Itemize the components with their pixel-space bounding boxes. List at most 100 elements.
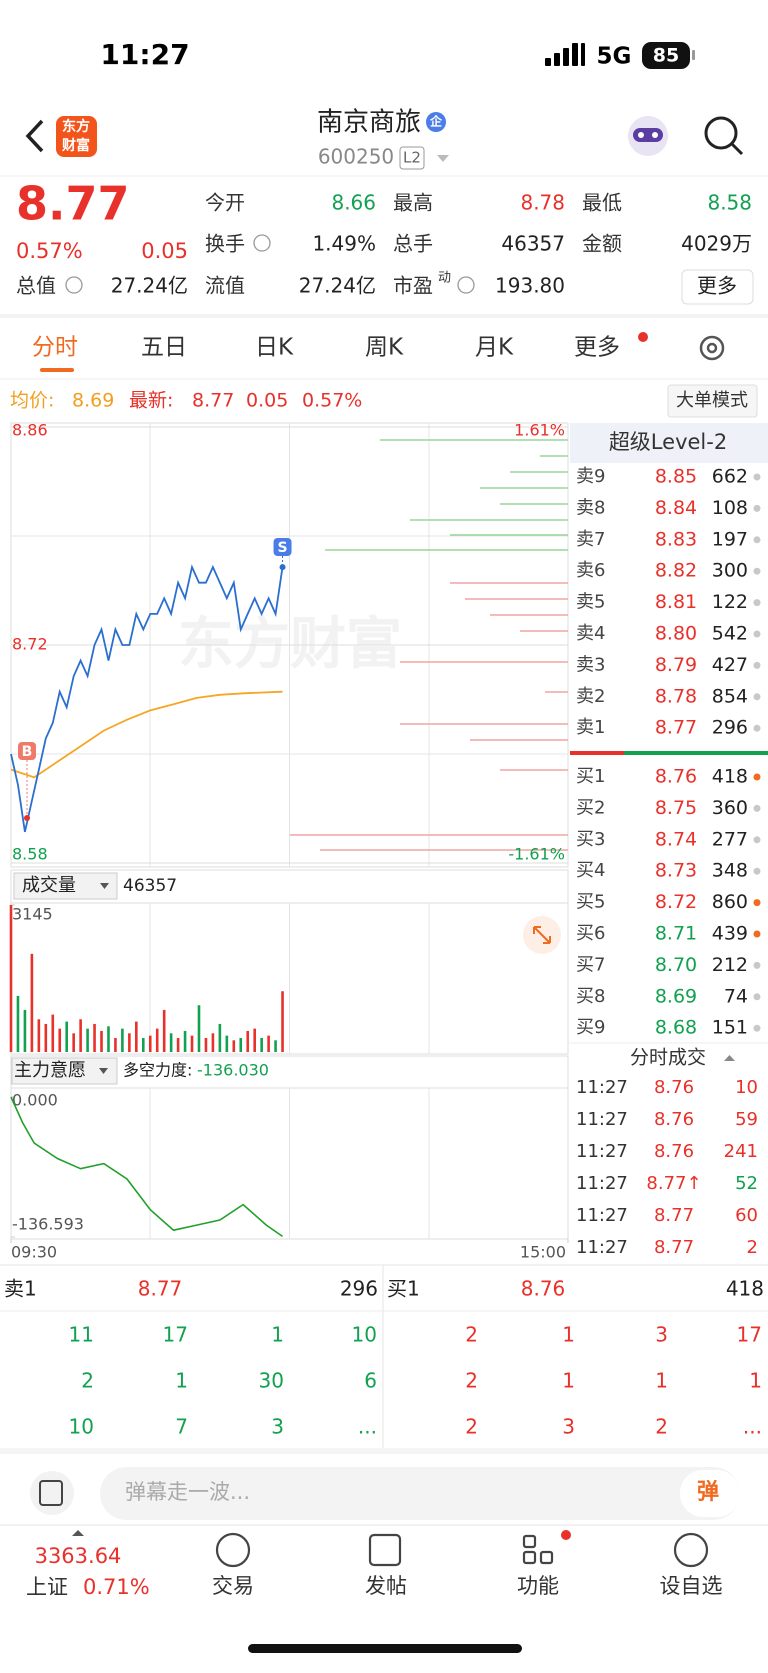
trade-time: 11:27 <box>576 1141 628 1162</box>
order-size: 3 <box>655 1323 668 1347</box>
book-volume: 542 <box>712 623 748 645</box>
indicator-label[interactable]: 主力意愿 <box>14 1060 86 1081</box>
book-volume: 300 <box>712 560 748 582</box>
index-name[interactable]: 上证 <box>26 1575 68 1599</box>
book-price: 8.73 <box>655 860 697 882</box>
dropdown-arrow <box>99 1068 108 1074</box>
book-dot <box>753 773 761 781</box>
book-dot <box>753 630 761 638</box>
settings-button[interactable] <box>699 335 725 361</box>
info-icon[interactable] <box>253 234 271 252</box>
tab[interactable]: 五日 <box>141 335 187 361</box>
book-price: 8.74 <box>655 828 697 850</box>
trade-volume: 60 <box>735 1205 758 1226</box>
tab[interactable]: 月K <box>475 335 514 361</box>
nav-item[interactable]: 交易 <box>212 1574 254 1598</box>
book-level: 买9 <box>576 1017 605 1038</box>
book-volume: 197 <box>712 528 748 550</box>
book-dot <box>753 993 761 1001</box>
book-dot <box>753 661 761 669</box>
book-volume: 348 <box>712 860 748 882</box>
trade-volume: 52 <box>735 1173 758 1194</box>
order-size: 1 <box>655 1369 668 1393</box>
divider <box>0 314 768 318</box>
field-value: 4029万 <box>681 232 752 256</box>
order-size: 2 <box>655 1415 668 1439</box>
tab[interactable]: 日K <box>255 335 294 361</box>
trade-volume: 241 <box>724 1141 758 1162</box>
book-price: 8.78 <box>655 685 697 707</box>
dropdown-arrow[interactable] <box>437 155 449 162</box>
info-icon[interactable] <box>65 276 83 294</box>
volume-bar <box>107 1026 110 1052</box>
volume-selector[interactable] <box>13 872 118 900</box>
assistant-icon[interactable] <box>628 116 668 156</box>
back-button[interactable] <box>25 119 44 153</box>
book-dot <box>753 599 761 607</box>
comment-input[interactable] <box>100 1467 740 1520</box>
collapse-arrow[interactable] <box>724 1055 735 1061</box>
volume-bar <box>246 1030 250 1052</box>
mode-button-label[interactable]: 大单模式 <box>676 390 748 411</box>
mode-button[interactable] <box>667 384 758 418</box>
book-dot <box>753 724 761 732</box>
order-size: 10 <box>69 1415 94 1439</box>
search-button[interactable] <box>704 116 744 156</box>
index-value[interactable]: 3363.64 <box>35 1544 122 1568</box>
comment-placeholder[interactable]: 弹幕走一波... <box>125 1480 250 1504</box>
nav-item[interactable]: 功能 <box>517 1574 559 1598</box>
trade-price: 8.77↑ <box>646 1173 701 1194</box>
book-dot <box>753 961 761 969</box>
indicator-selector[interactable] <box>11 1057 118 1085</box>
book-price: 8.82 <box>655 560 697 582</box>
last-point <box>279 564 286 571</box>
y-tick-label: 3145 <box>12 905 53 924</box>
index-change[interactable]: 0.71% <box>83 1575 150 1599</box>
tab[interactable]: 周K <box>365 335 404 361</box>
level-box <box>399 146 425 170</box>
volume-bar <box>190 1035 194 1052</box>
trade-time: 11:27 <box>576 1173 628 1194</box>
tab[interactable]: 分时 <box>32 335 78 361</box>
volume-bar <box>135 1021 138 1052</box>
volume-bar <box>93 1023 96 1052</box>
book-level: 卖8 <box>576 497 605 518</box>
nav-item[interactable]: 发帖 <box>365 1574 407 1598</box>
more-button-label[interactable]: 更多 <box>697 274 737 298</box>
book-dot <box>753 536 761 544</box>
battery-tip <box>692 50 695 60</box>
book-level: 买3 <box>576 829 605 850</box>
danmu-button[interactable] <box>680 1470 740 1517</box>
tab[interactable]: 更多 <box>574 335 620 361</box>
book-price: 8.70 <box>655 954 697 976</box>
metric-value: -136.030 <box>197 1061 269 1080</box>
field-value: 27.24亿 <box>299 274 376 298</box>
order-size: 6 <box>364 1369 377 1393</box>
field-label: 最高 <box>393 191 433 215</box>
volume-bar <box>86 1028 89 1052</box>
more-button[interactable] <box>681 269 754 305</box>
battery-level: 85 <box>653 45 679 67</box>
volume-bar <box>169 1033 173 1052</box>
volume-bar <box>79 1019 82 1052</box>
book-price: 8.76 <box>655 766 697 788</box>
notes-button[interactable] <box>30 1471 74 1515</box>
index-arrow <box>72 1530 84 1536</box>
metric-label: 多空力度: <box>123 1061 192 1080</box>
nav-item[interactable]: 设自选 <box>660 1574 723 1598</box>
order-size: 2 <box>465 1323 478 1347</box>
volume-bar <box>65 1021 68 1052</box>
info-icon[interactable] <box>457 276 475 294</box>
order-size: 17 <box>737 1323 762 1347</box>
volume-bar <box>225 1035 229 1052</box>
order-size: 7 <box>175 1415 188 1439</box>
danmu-label[interactable]: 弹 <box>697 1480 719 1505</box>
volume-label[interactable]: 成交量 <box>22 875 76 896</box>
side-volume: 418 <box>726 1277 764 1301</box>
y2-tick-label: 1.61% <box>514 421 565 440</box>
book-dot <box>753 504 761 512</box>
book-level: 买8 <box>576 986 605 1007</box>
book-volume: 151 <box>712 1017 748 1039</box>
book-price: 8.84 <box>655 497 697 519</box>
y2-tick-label: -1.61% <box>508 845 565 864</box>
